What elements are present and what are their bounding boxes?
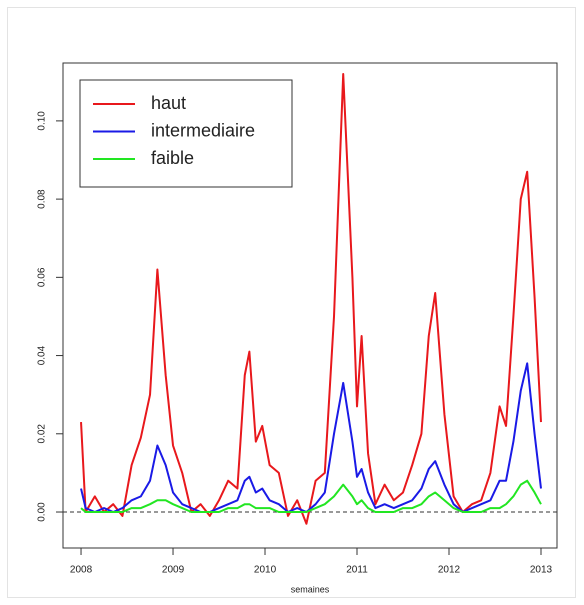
legend-box <box>79 79 293 188</box>
legend-label: haut <box>151 93 186 113</box>
y-tick-label: 0.02 <box>37 424 48 444</box>
y-tick-label: 0.04 <box>37 345 48 365</box>
line-series <box>80 72 542 525</box>
plot-box <box>62 62 558 549</box>
x-tick-label: 2008 <box>70 565 93 576</box>
line-series <box>80 479 542 514</box>
x-tick-label: 2012 <box>438 565 461 576</box>
y-tick-label: 0.00 <box>37 502 48 522</box>
y-tick-label: 0.08 <box>37 189 48 209</box>
legend-label: intermediaire <box>151 120 255 140</box>
x-tick-label: 2011 <box>346 565 368 576</box>
x-tick-label: 2009 <box>162 565 185 576</box>
x-tick-label: 2013 <box>530 565 553 576</box>
line-series <box>80 362 542 514</box>
legend-label: faible <box>151 148 194 168</box>
y-tick-label: 0.06 <box>37 267 48 287</box>
x-axis-label: semaines <box>291 584 330 594</box>
y-tick-label: 0.10 <box>37 111 48 131</box>
x-tick-label: 2010 <box>254 565 277 576</box>
